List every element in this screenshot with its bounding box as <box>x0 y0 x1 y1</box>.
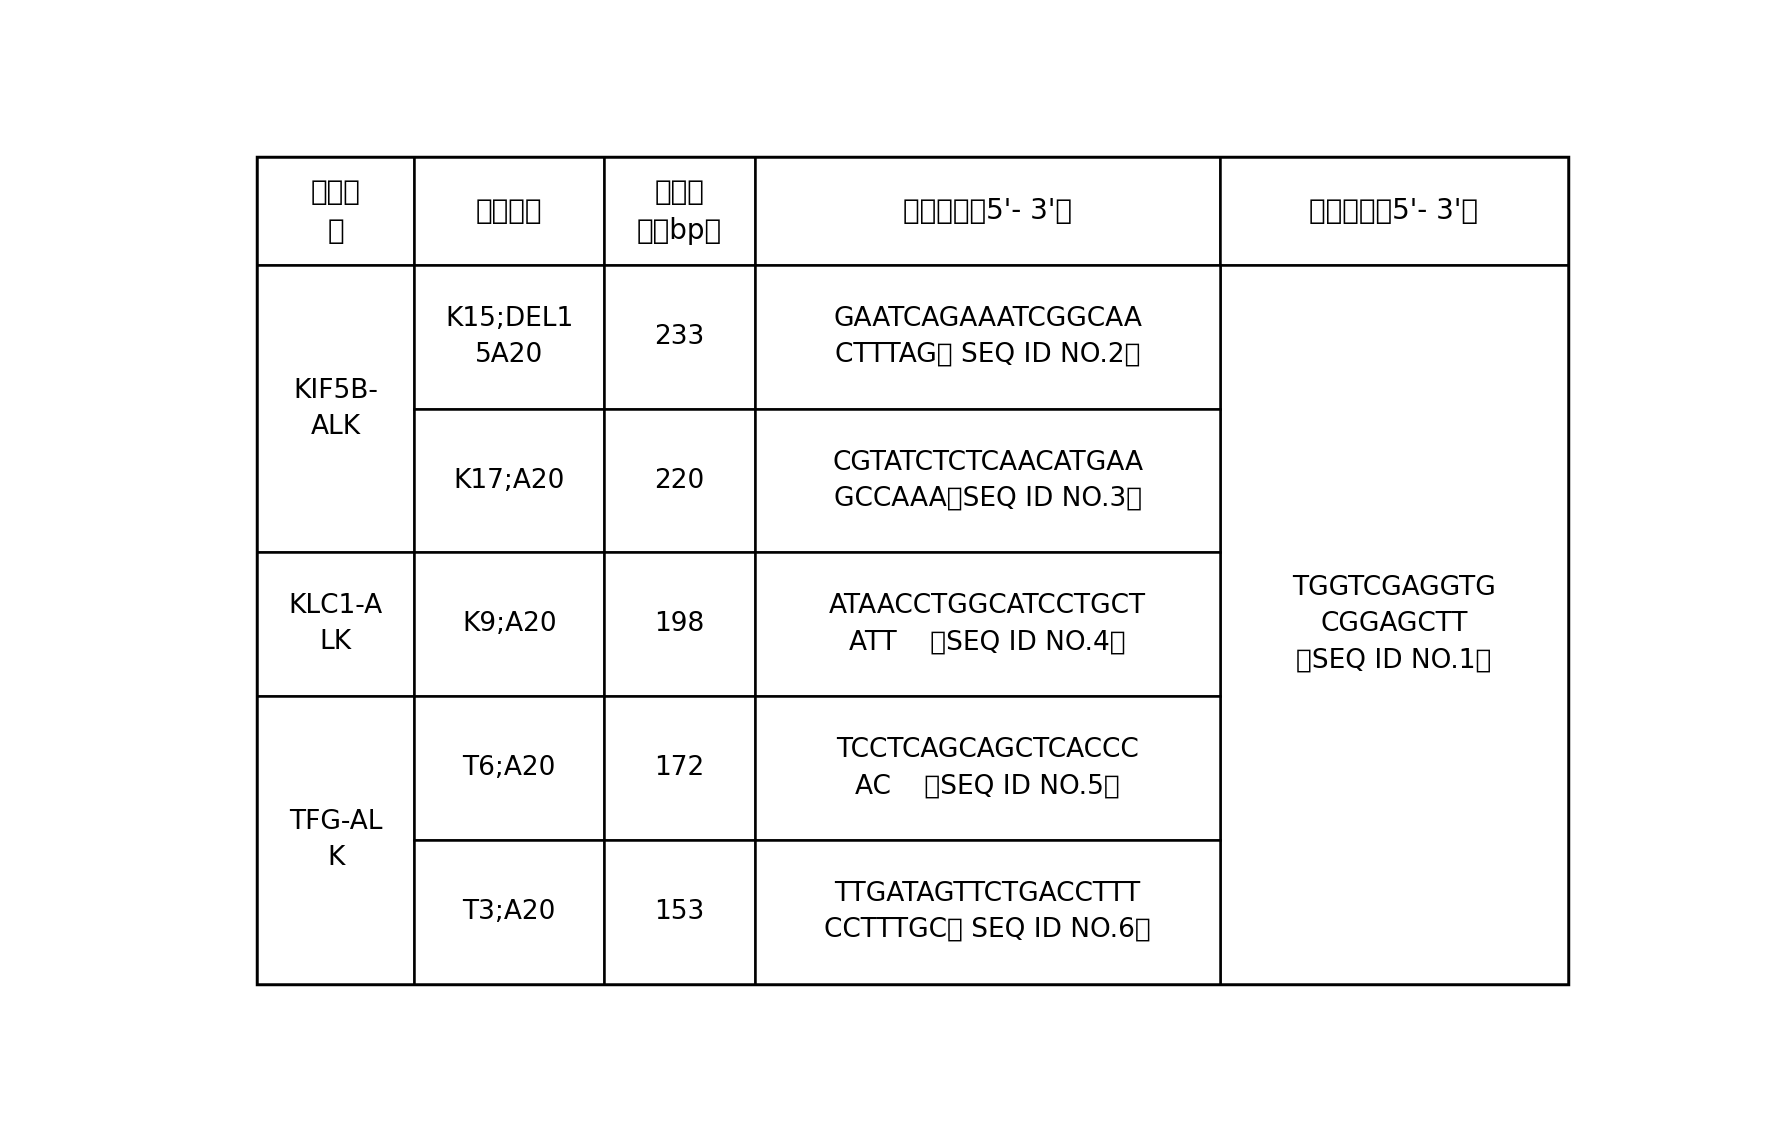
Text: T6;A20: T6;A20 <box>463 755 555 781</box>
Bar <box>1221 157 1568 264</box>
Text: 198: 198 <box>655 611 705 637</box>
Text: K17;A20: K17;A20 <box>454 468 564 494</box>
Text: ATAACCTGGCATCCTGCT
ATT    （SEQ ID NO.4）: ATAACCTGGCATCCTGCT ATT （SEQ ID NO.4） <box>829 593 1146 655</box>
Text: 233: 233 <box>655 323 705 349</box>
Bar <box>415 157 603 264</box>
Text: 融合基
因: 融合基 因 <box>312 177 361 244</box>
Bar <box>415 696 603 840</box>
Bar <box>256 264 415 553</box>
Text: 产物大
小（bp）: 产物大 小（bp） <box>637 177 723 244</box>
Bar <box>755 840 1221 984</box>
Text: 反向引物（5'- 3'）: 反向引物（5'- 3'） <box>1310 197 1479 225</box>
Text: TTGATAGTTCTGACCTTT
CCTTTGC（ SEQ ID NO.6）: TTGATAGTTCTGACCTTT CCTTTGC（ SEQ ID NO.6） <box>824 881 1152 944</box>
Bar <box>1221 264 1568 984</box>
Bar <box>755 553 1221 696</box>
Text: GAATCAGAAATCGGCAA
CTTTAG（ SEQ ID NO.2）: GAATCAGAAATCGGCAA CTTTAG（ SEQ ID NO.2） <box>833 306 1143 367</box>
Text: 正向引物（5'- 3'）: 正向引物（5'- 3'） <box>902 197 1072 225</box>
Bar <box>755 157 1221 264</box>
Text: TFG-AL
K: TFG-AL K <box>288 809 383 871</box>
Bar <box>603 409 755 553</box>
Bar <box>603 553 755 696</box>
Text: 220: 220 <box>655 468 705 494</box>
Text: 融合类型: 融合类型 <box>475 197 543 225</box>
Text: TGGTCGAGGTG
CGGAGCTT
（SEQ ID NO.1）: TGGTCGAGGTG CGGAGCTT （SEQ ID NO.1） <box>1292 575 1495 673</box>
Text: CGTATCTCTCAACATGAA
GCCAAA（SEQ ID NO.3）: CGTATCTCTCAACATGAA GCCAAA（SEQ ID NO.3） <box>831 450 1143 512</box>
Bar <box>415 264 603 409</box>
Bar <box>603 840 755 984</box>
Bar <box>256 157 415 264</box>
Bar <box>755 696 1221 840</box>
Text: TCCTCAGCAGCTCACCC
AC    （SEQ ID NO.5）: TCCTCAGCAGCTCACCC AC （SEQ ID NO.5） <box>837 737 1139 799</box>
Bar <box>256 696 415 984</box>
Text: K15;DEL1
5A20: K15;DEL1 5A20 <box>445 306 573 367</box>
Text: KLC1-A
LK: KLC1-A LK <box>288 593 383 655</box>
Text: KIF5B-
ALK: KIF5B- ALK <box>294 377 377 440</box>
Bar <box>603 264 755 409</box>
Text: K9;A20: K9;A20 <box>463 611 557 637</box>
Bar <box>415 553 603 696</box>
Bar <box>603 696 755 840</box>
Bar <box>256 553 415 696</box>
Bar <box>603 157 755 264</box>
Text: T3;A20: T3;A20 <box>463 899 555 925</box>
Bar <box>415 409 603 553</box>
Bar <box>755 264 1221 409</box>
Bar <box>755 409 1221 553</box>
Bar <box>415 840 603 984</box>
Text: 153: 153 <box>655 899 705 925</box>
Text: 172: 172 <box>655 755 705 781</box>
